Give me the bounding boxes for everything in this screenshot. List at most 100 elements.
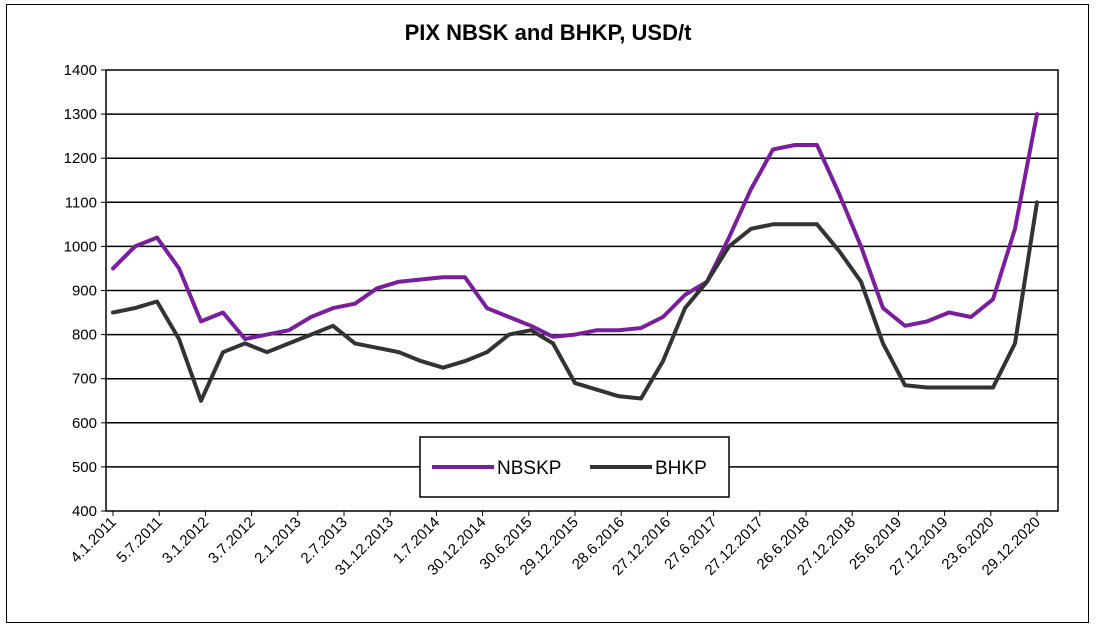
chart-title: PIX NBSK and BHKP, USD/t bbox=[404, 20, 692, 45]
y-tick-label: 1100 bbox=[65, 194, 97, 211]
data-point-bhkp bbox=[221, 351, 225, 354]
y-tick-label: 600 bbox=[72, 415, 97, 432]
data-point-nbskp bbox=[375, 287, 379, 290]
data-point-bhkp bbox=[859, 280, 863, 283]
data-point-nbskp bbox=[661, 315, 665, 319]
x-tick-label: 4.1.2011 bbox=[67, 514, 120, 567]
data-point-bhkp bbox=[749, 227, 753, 230]
data-point-bhkp bbox=[881, 342, 885, 345]
data-point-nbskp bbox=[309, 315, 313, 319]
data-point-nbskp bbox=[749, 187, 753, 191]
y-tick-label: 1200 bbox=[64, 150, 97, 167]
data-point-nbskp bbox=[133, 245, 137, 248]
data-point-bhkp bbox=[573, 381, 577, 385]
data-point-bhkp bbox=[463, 359, 467, 363]
data-point-nbskp bbox=[969, 315, 973, 319]
data-point-bhkp bbox=[969, 386, 973, 389]
data-point-bhkp bbox=[375, 346, 379, 350]
data-point-nbskp bbox=[793, 143, 797, 147]
data-point-nbskp bbox=[771, 148, 775, 151]
data-point-bhkp bbox=[155, 300, 159, 303]
y-tick-label: 400 bbox=[72, 503, 97, 520]
legend bbox=[419, 436, 730, 498]
data-point-bhkp bbox=[133, 306, 137, 310]
data-point-nbskp bbox=[111, 267, 115, 270]
y-tick-label: 900 bbox=[72, 283, 97, 300]
data-point-bhkp bbox=[837, 249, 841, 253]
data-point-bhkp bbox=[551, 342, 555, 345]
data-point-nbskp bbox=[595, 328, 599, 332]
y-tick-label: 700 bbox=[72, 371, 97, 388]
data-point-bhkp bbox=[199, 399, 203, 402]
data-point-bhkp bbox=[309, 333, 313, 336]
data-point-nbskp bbox=[881, 306, 885, 310]
x-tick-label: 2.1.2013 bbox=[251, 514, 304, 567]
data-point-bhkp bbox=[397, 351, 401, 354]
data-point-nbskp bbox=[265, 333, 269, 336]
legend-label-nbskp: NBSKP bbox=[497, 458, 561, 479]
data-point-bhkp bbox=[639, 397, 643, 400]
data-point-nbskp bbox=[485, 306, 489, 310]
data-point-nbskp bbox=[551, 335, 555, 339]
y-tick-label: 1400 bbox=[64, 62, 97, 79]
data-point-nbskp bbox=[683, 293, 687, 297]
data-point-nbskp bbox=[243, 337, 247, 341]
data-point-bhkp bbox=[617, 395, 621, 398]
data-point-nbskp bbox=[617, 328, 621, 332]
data-point-bhkp bbox=[485, 351, 489, 354]
data-point-nbskp bbox=[1035, 112, 1039, 116]
data-point-bhkp bbox=[287, 342, 291, 345]
data-point-nbskp bbox=[991, 298, 995, 301]
data-point-nbskp bbox=[419, 278, 423, 281]
data-point-nbskp bbox=[463, 276, 467, 279]
data-point-bhkp bbox=[419, 359, 423, 363]
data-point-bhkp bbox=[661, 359, 665, 363]
data-point-nbskp bbox=[177, 267, 181, 270]
data-point-bhkp bbox=[529, 328, 533, 332]
data-point-bhkp bbox=[683, 306, 687, 310]
data-point-bhkp bbox=[353, 342, 357, 345]
data-point-nbskp bbox=[331, 306, 335, 310]
data-point-nbskp bbox=[947, 311, 951, 314]
data-point-bhkp bbox=[265, 351, 269, 354]
data-point-nbskp bbox=[287, 328, 291, 332]
series-line-bhkp bbox=[111, 200, 1039, 403]
data-point-bhkp bbox=[815, 223, 819, 226]
data-point-bhkp bbox=[991, 386, 995, 389]
data-point-nbskp bbox=[815, 143, 819, 147]
data-point-bhkp bbox=[947, 386, 951, 389]
data-point-bhkp bbox=[925, 386, 929, 389]
data-point-bhkp bbox=[705, 280, 709, 283]
data-point-nbskp bbox=[903, 324, 907, 327]
data-point-nbskp bbox=[573, 333, 577, 336]
data-point-bhkp bbox=[507, 333, 511, 336]
data-point-bhkp bbox=[793, 223, 797, 226]
data-point-nbskp bbox=[397, 280, 401, 283]
data-point-bhkp bbox=[441, 366, 445, 369]
y-tick-label: 800 bbox=[72, 327, 97, 344]
data-point-bhkp bbox=[595, 388, 599, 391]
data-point-bhkp bbox=[177, 337, 181, 341]
data-point-nbskp bbox=[837, 192, 841, 195]
data-point-nbskp bbox=[155, 236, 159, 239]
x-tick-label: 3.7.2012 bbox=[205, 514, 258, 567]
data-point-nbskp bbox=[639, 326, 643, 330]
data-point-nbskp bbox=[859, 245, 863, 248]
x-tick-label: 5.7.2011 bbox=[114, 514, 167, 567]
data-point-nbskp bbox=[221, 311, 225, 314]
series-line-nbskp bbox=[111, 112, 1039, 341]
x-tick-label: 3.1.2012 bbox=[159, 514, 212, 567]
data-point-bhkp bbox=[1013, 342, 1017, 345]
data-point-bhkp bbox=[727, 245, 731, 248]
data-point-nbskp bbox=[727, 236, 731, 239]
data-point-bhkp bbox=[111, 311, 115, 314]
legend-label-bhkp: BHKP bbox=[655, 458, 707, 479]
y-tick-label: 1000 bbox=[64, 238, 97, 255]
y-tick-label: 1300 bbox=[64, 106, 97, 123]
data-point-bhkp bbox=[243, 342, 247, 345]
data-point-nbskp bbox=[925, 320, 929, 323]
data-point-nbskp bbox=[507, 315, 511, 319]
data-point-nbskp bbox=[529, 324, 533, 327]
data-point-bhkp bbox=[903, 384, 907, 387]
